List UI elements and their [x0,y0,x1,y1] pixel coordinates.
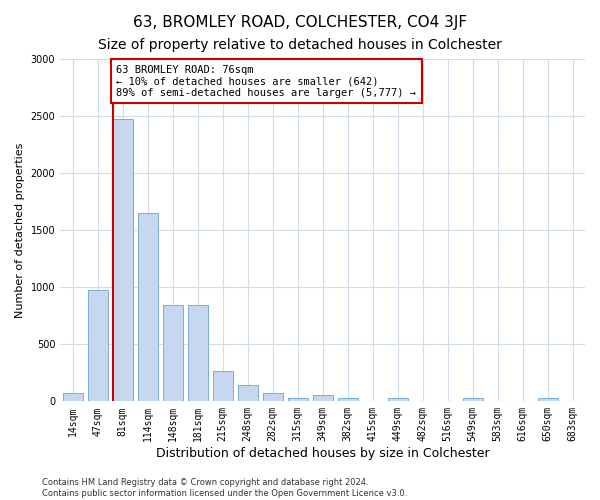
Bar [338,398,358,402]
X-axis label: Distribution of detached houses by size in Colchester: Distribution of detached houses by size … [156,447,490,460]
Text: Size of property relative to detached houses in Colchester: Size of property relative to detached ho… [98,38,502,52]
Bar [263,393,283,402]
Bar [313,395,332,402]
Bar [212,370,233,402]
Y-axis label: Number of detached properties: Number of detached properties [15,142,25,318]
Bar [238,386,257,402]
Text: Contains HM Land Registry data © Crown copyright and database right 2024.
Contai: Contains HM Land Registry data © Crown c… [42,478,407,498]
Bar [188,306,208,402]
Bar [62,393,83,402]
Bar [113,120,133,402]
Bar [88,290,107,402]
Bar [163,306,182,402]
Text: 63 BROMLEY ROAD: 76sqm
← 10% of detached houses are smaller (642)
89% of semi-de: 63 BROMLEY ROAD: 76sqm ← 10% of detached… [116,64,416,98]
Bar [137,213,158,402]
Bar [388,398,407,402]
Bar [538,398,557,402]
Bar [287,398,308,402]
Bar [463,398,482,402]
Text: 63, BROMLEY ROAD, COLCHESTER, CO4 3JF: 63, BROMLEY ROAD, COLCHESTER, CO4 3JF [133,15,467,30]
